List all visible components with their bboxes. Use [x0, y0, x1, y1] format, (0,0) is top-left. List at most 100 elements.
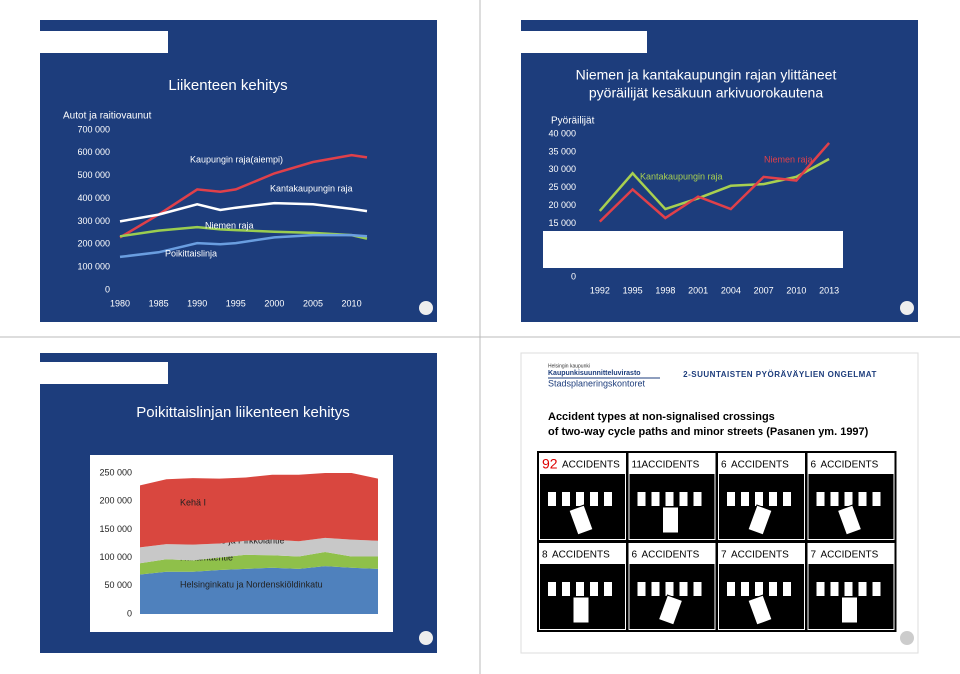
x-tick-label: 2005 [303, 298, 323, 308]
stripe [858, 582, 867, 596]
y-tick-label: 20 000 [548, 200, 576, 210]
org-name: Helsingin kaupunki [548, 363, 590, 369]
x-tick-label: 2007 [754, 285, 774, 295]
stripe [755, 492, 763, 506]
y-tick-label: 700 000 [77, 124, 110, 134]
series-label: Poikittaislinja [165, 248, 217, 258]
series-label: Niemen raja [205, 220, 254, 230]
heading: of two-way cycle paths and minor streets… [548, 426, 869, 438]
y-tick-label: 200 000 [99, 496, 132, 506]
stripe [844, 582, 853, 596]
stripe [741, 492, 749, 506]
accident-count: 6 [721, 460, 727, 471]
y-tick-label: 30 000 [548, 164, 576, 174]
y-tick-label: 150 000 [99, 524, 132, 534]
label-bg [808, 455, 894, 472]
x-tick-label: 1980 [110, 298, 130, 308]
area [140, 552, 378, 575]
chart-title: Liikenteen kehitys [168, 77, 287, 94]
stripe [816, 582, 825, 596]
x-tick-label: 1998 [655, 285, 675, 295]
stripe [562, 492, 570, 506]
stripe [576, 492, 584, 506]
stripe [783, 582, 791, 596]
y-tick-label: 0 [105, 284, 110, 294]
x-tick-label: 2004 [721, 285, 741, 295]
series-label: Niemen raja [764, 154, 813, 164]
stripe [727, 492, 735, 506]
accident-count: 7 [721, 550, 727, 561]
stripe [679, 492, 688, 506]
stripe [604, 492, 612, 506]
chart-title: Poikittaislinjan liikenteen kehitys [136, 404, 349, 421]
stripe [548, 582, 556, 596]
y-tick-label: 100 000 [99, 552, 132, 562]
series-label: Helsinginkatu ja Nordenskiöldinkatu [180, 579, 323, 589]
y-tick-label: 50 000 [104, 580, 132, 590]
stripe [651, 492, 660, 506]
series-line [119, 233, 368, 259]
stripe [562, 582, 570, 596]
x-tick-label: 1990 [187, 298, 207, 308]
stripe [830, 582, 839, 596]
y-tick-label: 250 000 [99, 467, 132, 477]
stripe [858, 492, 867, 506]
stripe [637, 582, 646, 596]
y-tick-label: 0 [127, 608, 132, 618]
redaction [521, 31, 647, 53]
org-name: Stadsplaneringskontoret [548, 378, 646, 388]
y-tick-label: 600 000 [77, 147, 110, 157]
vehicle [568, 504, 594, 536]
slide [40, 20, 437, 322]
accident-label: ACCIDENTS [552, 550, 610, 561]
accident-count: 11 [632, 460, 643, 471]
x-tick-label: 2010 [342, 298, 362, 308]
y-tick-label: 40 000 [548, 128, 576, 138]
vehicle [662, 506, 679, 534]
y-tick-label: 25 000 [548, 182, 576, 192]
stripe [679, 582, 688, 596]
x-tick-label: 2000 [264, 298, 284, 308]
stripe [783, 492, 791, 506]
stripe [665, 492, 674, 506]
chart-title: Niemen ja kantakaupungin rajan ylittänee… [576, 67, 837, 83]
label-bg [540, 455, 625, 472]
x-tick-label: 2013 [819, 285, 839, 295]
slide [521, 20, 918, 322]
vehicle [841, 596, 858, 624]
x-tick-label: 2001 [688, 285, 708, 295]
vehicle [747, 504, 773, 536]
x-tick-label: 2010 [786, 285, 806, 295]
stripe [637, 492, 646, 506]
series-line [598, 157, 830, 212]
stripe [872, 492, 881, 506]
y-tick-label: 300 000 [77, 216, 110, 226]
redaction [40, 31, 168, 53]
label-bg [629, 455, 715, 472]
accident-count: 92 [542, 456, 558, 472]
stripe [590, 582, 598, 596]
accident-label: ACCIDENTS [642, 460, 700, 471]
stripe [816, 492, 825, 506]
stripe [872, 582, 881, 596]
stripe [576, 582, 584, 596]
y-tick-label: 200 000 [77, 239, 110, 249]
accident-label: ACCIDENTS [562, 460, 620, 471]
label-bg [719, 455, 804, 472]
label-bg [540, 545, 625, 562]
area [140, 473, 378, 548]
stripe [741, 582, 749, 596]
y-tick-label: 35 000 [548, 146, 576, 156]
stripe [844, 492, 853, 506]
org-name: Kaupunkisuunnitteluvirasto [548, 370, 641, 377]
y-tick-label: 10 000 [548, 236, 576, 246]
stripe [830, 492, 839, 506]
y-tick-label: 15 000 [548, 218, 576, 228]
area [140, 566, 378, 614]
stripe [693, 492, 702, 506]
x-tick-label: 1995 [623, 285, 643, 295]
heading: Accident types at non-signalised crossin… [548, 411, 775, 423]
area [140, 537, 378, 564]
redaction [543, 231, 843, 268]
accident-label: ACCIDENTS [642, 550, 700, 561]
